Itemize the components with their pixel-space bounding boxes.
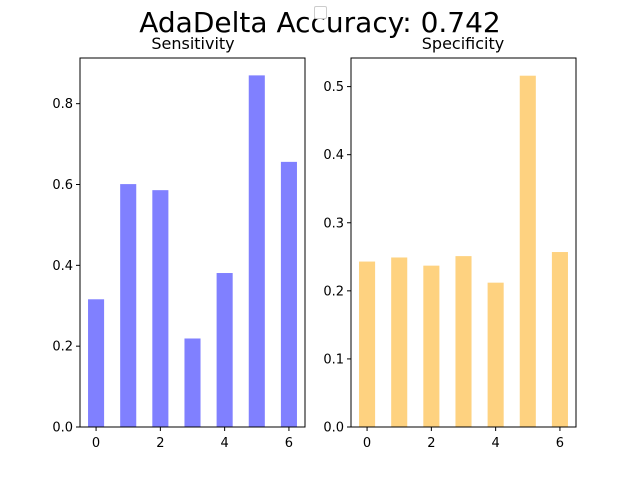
specificity-bar-5 [519, 75, 536, 427]
specificity-xtick-label: 0 [363, 436, 371, 451]
sensitivity-title: Sensitivity [151, 34, 234, 53]
sensitivity-ytick-label: 0.8 [52, 97, 73, 112]
specificity-bar-0 [359, 261, 376, 427]
sensitivity-bar-0 [88, 299, 105, 427]
specificity-ytick-label: 0.3 [323, 216, 344, 231]
sensitivity-bar-4 [216, 273, 233, 427]
sensitivity-bar-1 [120, 184, 137, 427]
specificity-bar-3 [455, 256, 472, 427]
specificity-panel: Specificity 0.0 0.1 0.2 0.3 0.4 0.5 0 2 4 6 [323, 34, 577, 451]
specificity-bar-1 [391, 257, 408, 427]
specificity-ytick-label: 0.4 [323, 148, 344, 163]
specificity-y-axis: 0.0 0.1 0.2 0.3 0.4 0.5 [323, 80, 351, 436]
specificity-x-axis: 0 2 4 6 [363, 427, 564, 451]
sensitivity-xtick-label: 6 [285, 436, 293, 451]
sensitivity-xtick-label: 4 [221, 436, 229, 451]
specificity-bar-4 [487, 282, 504, 427]
sensitivity-ytick-label: 0.6 [52, 178, 73, 193]
sensitivity-bar-5 [248, 75, 265, 427]
sensitivity-bars [88, 75, 297, 427]
sensitivity-ytick-label: 0.4 [52, 259, 73, 274]
sensitivity-plot-frame [79, 57, 306, 428]
sensitivity-x-axis: 0 2 4 6 [92, 427, 293, 451]
empty-legend-box [314, 6, 327, 19]
sensitivity-xtick-label: 2 [156, 436, 164, 451]
sensitivity-ytick-label: 0.0 [52, 421, 73, 436]
specificity-bar-6 [551, 252, 568, 427]
specificity-ytick-label: 0.0 [323, 421, 344, 436]
sensitivity-y-axis: 0.0 0.2 0.4 0.6 0.8 [52, 97, 80, 436]
specificity-xtick-label: 4 [492, 436, 500, 451]
specificity-ytick-label: 0.5 [323, 80, 344, 95]
specificity-plot-frame [350, 57, 577, 428]
specificity-xtick-label: 2 [427, 436, 435, 451]
sensitivity-xtick-label: 0 [92, 436, 100, 451]
specificity-title: Specificity [422, 34, 504, 53]
specificity-xtick-label: 6 [556, 436, 564, 451]
sensitivity-bar-6 [280, 161, 297, 427]
specificity-bar-2 [423, 265, 440, 427]
sensitivity-bar-2 [152, 190, 169, 427]
sensitivity-panel: Sensitivity 0.0 0.2 0.4 0.6 0.8 0 2 4 6 [52, 34, 306, 451]
specificity-bars [359, 75, 568, 427]
specificity-ytick-label: 0.1 [323, 352, 344, 367]
sensitivity-ytick-label: 0.2 [52, 340, 73, 355]
sensitivity-bar-3 [184, 338, 201, 427]
specificity-ytick-label: 0.2 [323, 284, 344, 299]
